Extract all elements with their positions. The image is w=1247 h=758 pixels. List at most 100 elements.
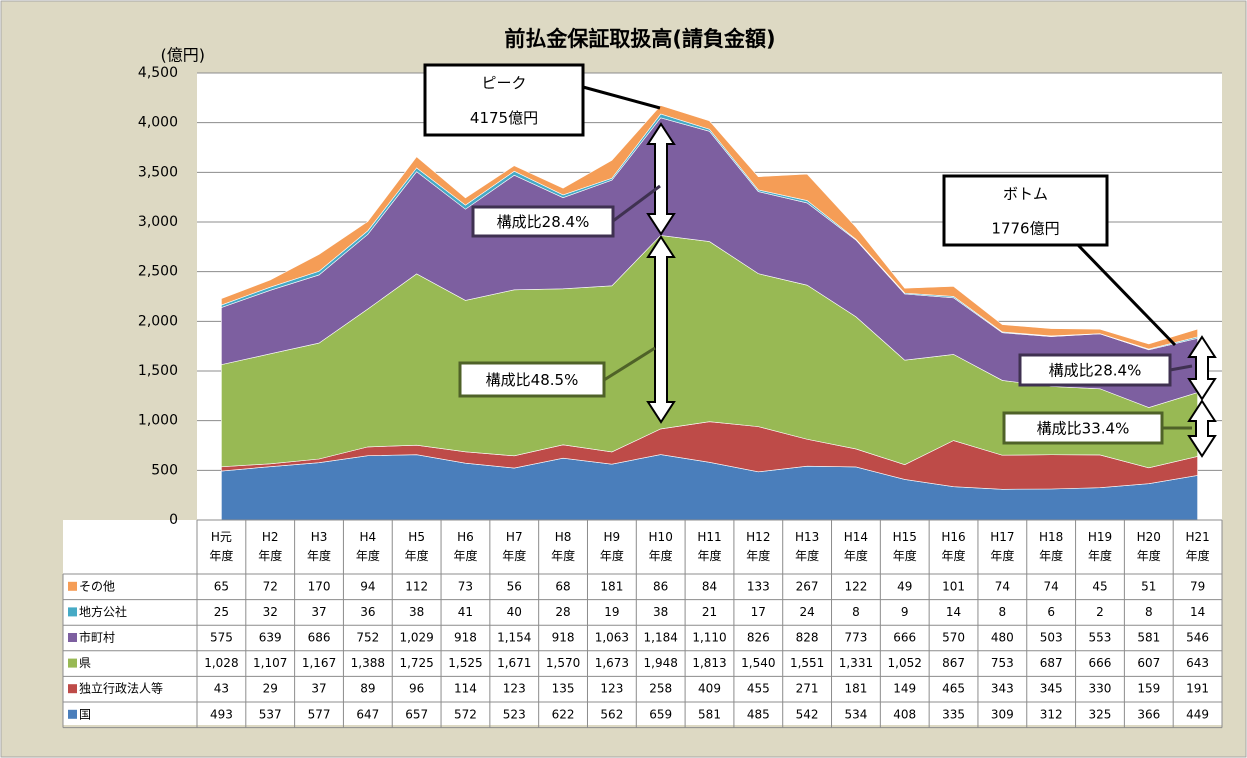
data-label: 6 [1047,605,1055,619]
data-label: 643 [1186,656,1209,670]
annotation-box [1002,411,1164,445]
x-tick-label: H3 年度 [307,530,331,563]
data-label: 24 [799,605,814,619]
data-label: 409 [698,682,721,696]
x-tick-label: H2 年度 [258,530,282,563]
data-label: 647 [356,707,379,721]
data-label: 73 [458,579,473,593]
annotation-box [471,205,615,238]
data-label: 1,570 [546,656,580,670]
data-label: 14 [946,605,961,619]
data-label: 581 [1137,631,1160,645]
legend-swatch [68,658,77,668]
data-label: 577 [308,707,331,721]
annotation-text: ピーク [481,74,526,92]
data-label: 537 [259,707,282,721]
x-tick-label: H14 年度 [844,530,868,563]
data-label: 1,525 [448,656,482,670]
data-label: 343 [991,682,1014,696]
data-label: 1,167 [302,656,336,670]
data-label: 523 [503,707,526,721]
legend-swatch [68,607,77,617]
data-label: 56 [507,579,522,593]
y-tick-label: 3,500 [138,164,178,180]
annotation-leader [582,85,661,110]
data-label: 181 [600,579,623,593]
data-label: 84 [702,579,717,593]
x-tick-label: H21 年度 [1185,530,1209,563]
legend-label: その他 [79,579,115,593]
annotation-box [458,361,606,398]
legend-label: 国 [79,707,91,721]
x-tick-label: H元年度 [209,530,233,563]
legend-label: 市町村 [79,630,115,645]
data-label: 112 [405,579,428,593]
data-label: 553 [1089,631,1112,645]
legend-swatch [68,581,77,591]
annotation-text: 構成比33.4% [1037,420,1130,438]
data-label: 43 [214,682,229,696]
y-tick-label: 1,500 [138,363,178,379]
data-label: 19 [604,605,619,619]
data-label: 581 [698,707,721,721]
annotation-text: 1776億円 [991,219,1059,237]
data-label: 133 [747,579,770,593]
data-label: 918 [552,631,575,645]
arrow [1187,399,1217,458]
data-label: 666 [1089,656,1112,670]
data-label: 1,671 [497,656,531,670]
data-label: 542 [796,707,819,721]
y-tick-label: 2,500 [138,264,178,280]
data-label: 28 [555,605,570,619]
data-label: 96 [409,682,424,696]
x-tick-label: H7 年度 [502,530,526,563]
data-label: 455 [747,682,770,696]
x-tick-label: H16 年度 [941,530,965,563]
data-label: 465 [942,682,965,696]
x-tick-label: H5 年度 [405,530,429,563]
data-label: 41 [458,605,473,619]
data-label: 366 [1137,707,1160,721]
annotation-leader [1169,364,1193,372]
data-label: 493 [210,707,233,721]
data-label: 534 [844,707,867,721]
data-label: 639 [259,631,282,645]
data-label: 622 [552,707,575,721]
data-label: 123 [600,682,623,696]
data-label: 37 [311,682,326,696]
data-label: 687 [1040,656,1063,670]
data-label: 72 [263,579,278,593]
data-label: 17 [751,605,766,619]
data-label: 267 [796,579,819,593]
legend-swatch [68,709,77,719]
x-tick-label: H6 年度 [453,530,477,563]
annotation-leader [1076,243,1177,347]
data-label: 773 [844,631,867,645]
x-tick-label: H8 年度 [551,530,575,563]
arrow [646,122,676,236]
data-label: 8 [1145,605,1153,619]
data-label: 1,028 [204,656,238,670]
x-tick-label: H13 年度 [795,530,819,563]
data-label: 21 [702,605,717,619]
data-label: 607 [1137,656,1160,670]
data-label: 1,948 [644,656,678,670]
data-label: 335 [942,707,965,721]
x-tick-label: H17 年度 [990,530,1014,563]
data-label: 1,184 [644,631,678,645]
data-label: 191 [1186,682,1209,696]
x-tick-label: H10 年度 [649,530,673,563]
data-label: 149 [893,682,916,696]
data-label: 570 [942,631,965,645]
data-label: 1,029 [399,631,433,645]
y-tick-label: 500 [151,462,178,478]
data-label: 123 [503,682,526,696]
data-label: 36 [360,605,375,619]
y-tick-label: 3,000 [138,214,178,230]
data-label: 1,388 [351,656,385,670]
data-label: 657 [405,707,428,721]
data-label: 8 [852,605,860,619]
data-label: 25 [214,605,229,619]
data-label: 867 [942,656,965,670]
data-label: 686 [308,631,331,645]
